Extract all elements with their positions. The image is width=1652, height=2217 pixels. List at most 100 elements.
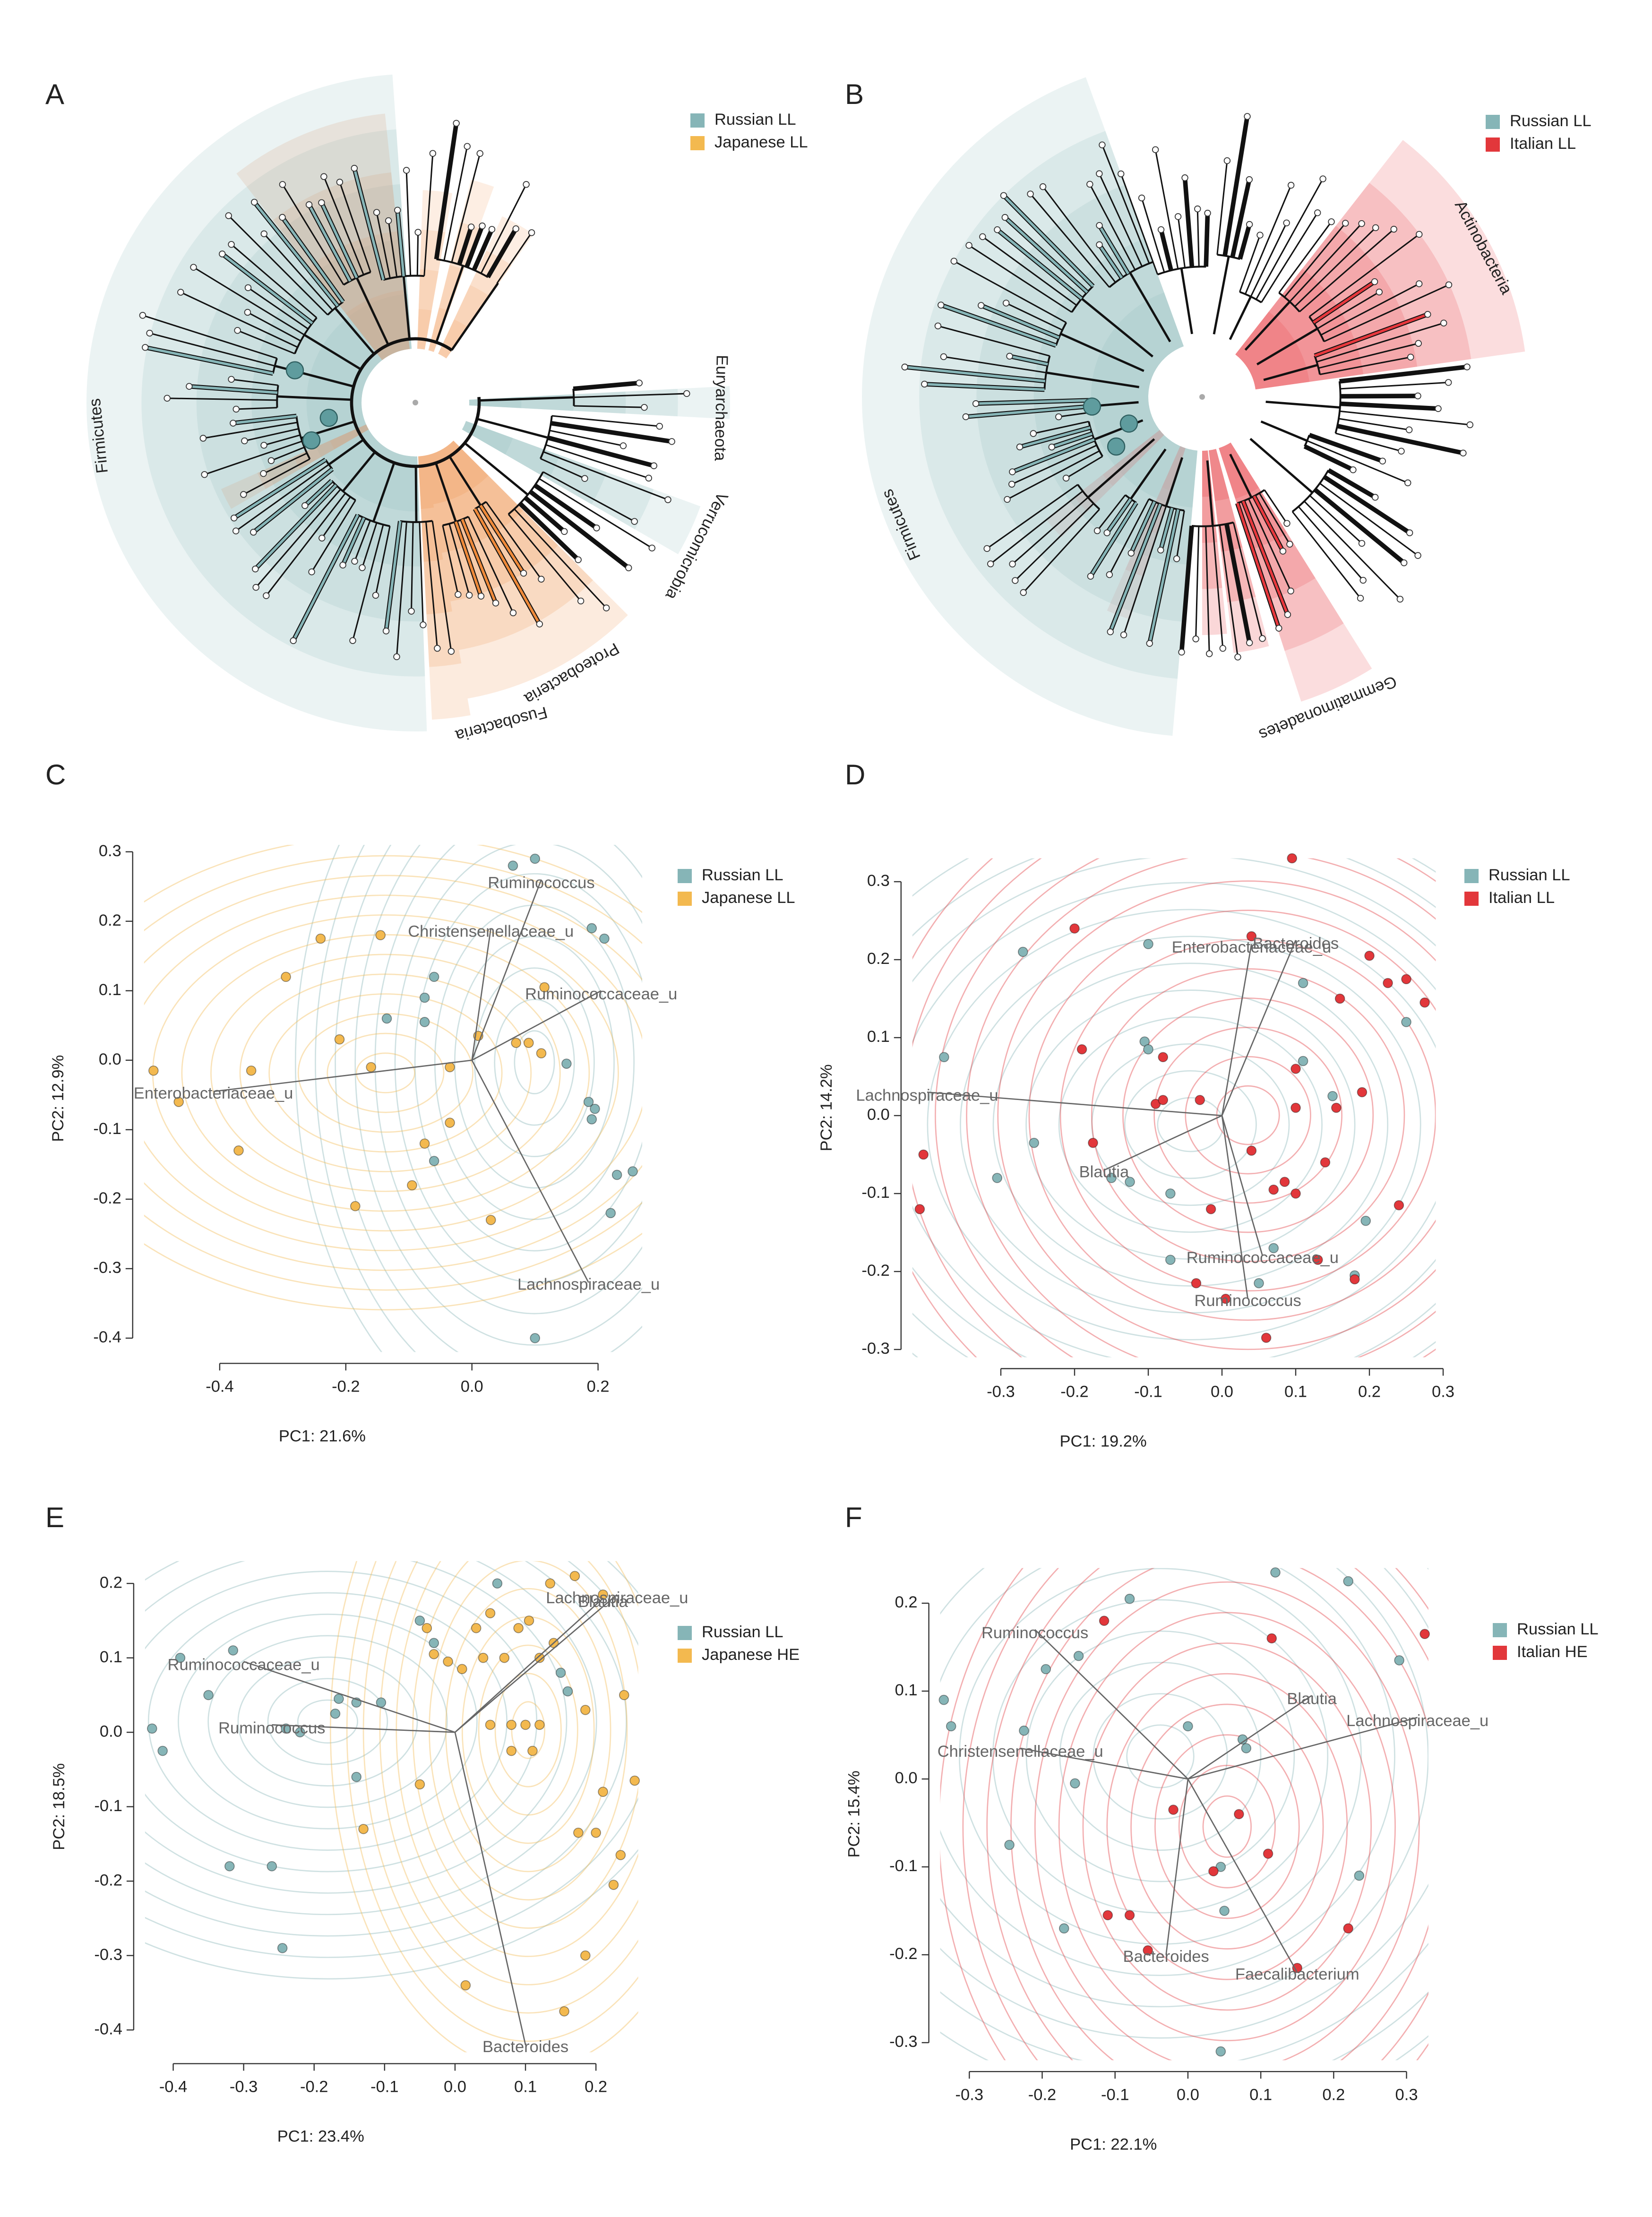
tree-branch bbox=[574, 393, 687, 398]
loading-arrow bbox=[471, 1060, 589, 1283]
tree-node bbox=[429, 150, 437, 157]
tree-node bbox=[940, 353, 947, 361]
point bbox=[1287, 853, 1298, 864]
tree-branch bbox=[1323, 475, 1411, 535]
tree-node bbox=[1284, 611, 1291, 618]
tree-node bbox=[1178, 648, 1185, 656]
point bbox=[457, 1664, 467, 1675]
point bbox=[1158, 1052, 1169, 1063]
tree-branch bbox=[339, 181, 371, 273]
tree-node bbox=[1093, 527, 1101, 534]
tree-node bbox=[477, 593, 485, 600]
legend-label: Russian LL bbox=[1517, 1620, 1599, 1638]
tree-branch bbox=[1237, 489, 1265, 504]
point bbox=[246, 1066, 257, 1076]
loading-label: Bacteroides bbox=[482, 2038, 568, 2056]
point bbox=[295, 1727, 305, 1737]
tree-branch bbox=[1154, 149, 1179, 269]
tree-node bbox=[319, 409, 338, 427]
tree-branch bbox=[1334, 381, 1342, 434]
tree-branch bbox=[1339, 364, 1468, 384]
y-tick-label: -0.1 bbox=[94, 1797, 122, 1815]
tree-node bbox=[656, 422, 663, 430]
tree-branch bbox=[1260, 420, 1308, 442]
x-tick-label: -0.2 bbox=[1028, 2086, 1056, 2104]
loading-arrow bbox=[471, 928, 492, 1061]
clade-wedge bbox=[462, 421, 607, 505]
x-tick-label: -0.2 bbox=[332, 1378, 360, 1396]
tree-branch bbox=[1003, 194, 1094, 287]
point bbox=[315, 933, 326, 944]
x-tick-label: -0.1 bbox=[1134, 1383, 1162, 1401]
clade-wedge bbox=[862, 77, 1198, 736]
point bbox=[562, 1686, 573, 1697]
point bbox=[499, 1652, 510, 1663]
tree-node bbox=[492, 600, 499, 607]
point bbox=[419, 992, 430, 1003]
tree-node bbox=[1006, 352, 1013, 360]
clade-wedge bbox=[418, 455, 452, 615]
tree-branch bbox=[473, 508, 541, 625]
point bbox=[591, 1827, 601, 1838]
tree-node bbox=[453, 120, 460, 127]
point bbox=[530, 853, 540, 864]
point bbox=[414, 1615, 425, 1626]
tree-node bbox=[279, 214, 286, 221]
tree-branch bbox=[1317, 291, 1380, 329]
tree-branch bbox=[529, 490, 630, 570]
panel-letter: E bbox=[45, 1502, 64, 1533]
tree-node bbox=[1107, 628, 1114, 636]
tree-branch bbox=[479, 396, 574, 402]
loading-label: Blautia bbox=[578, 1593, 628, 1611]
point bbox=[1070, 1778, 1080, 1789]
tree-branch bbox=[1340, 401, 1438, 411]
tree-branch bbox=[342, 451, 376, 492]
tree-branch bbox=[1308, 316, 1325, 342]
point bbox=[1139, 1036, 1150, 1047]
tree-branch bbox=[1089, 502, 1137, 577]
legend-swatch bbox=[1464, 892, 1479, 906]
y-tick-label: 0.1 bbox=[867, 1028, 890, 1046]
tree-node bbox=[1120, 631, 1127, 638]
point bbox=[1298, 1056, 1308, 1066]
tree-node bbox=[636, 379, 643, 387]
clade-wedge bbox=[418, 455, 434, 509]
tree-branch bbox=[149, 332, 275, 367]
tree-branch bbox=[354, 520, 371, 562]
point bbox=[561, 1058, 572, 1069]
point bbox=[1291, 1188, 1301, 1199]
tree-node bbox=[359, 564, 366, 571]
x-tick-label: -0.4 bbox=[206, 1378, 233, 1396]
y-axis-title: PC2: 14.2% bbox=[817, 1064, 835, 1151]
tree-branch bbox=[243, 458, 310, 495]
tree-branch bbox=[467, 516, 514, 613]
point bbox=[443, 1656, 453, 1667]
tree-branch bbox=[304, 480, 333, 507]
tree-branch bbox=[547, 435, 655, 468]
density-contour bbox=[986, 1568, 1428, 2061]
density-contour bbox=[354, 845, 643, 1346]
clade-wedge bbox=[438, 216, 533, 359]
tree-node bbox=[1048, 443, 1055, 451]
tree-node bbox=[260, 230, 267, 238]
density-contour bbox=[927, 909, 1436, 1341]
loading-label: Ruminococcus bbox=[218, 1719, 325, 1737]
tree-branch bbox=[1324, 284, 1449, 343]
density-contour bbox=[494, 1673, 562, 1787]
loading-arrow bbox=[1103, 1115, 1222, 1171]
tree-node bbox=[201, 471, 208, 478]
density-contour bbox=[962, 1568, 1428, 2061]
point bbox=[1073, 1650, 1084, 1661]
point bbox=[429, 1638, 439, 1648]
tree-node bbox=[1030, 430, 1037, 437]
point bbox=[1263, 1848, 1273, 1859]
tree-branch bbox=[549, 430, 624, 447]
tree-branch bbox=[486, 227, 518, 278]
tree-branch bbox=[1101, 145, 1150, 264]
point bbox=[1261, 1332, 1272, 1343]
loading-label: Enterobacteriaceae_u bbox=[1172, 938, 1332, 956]
tree-branch bbox=[1278, 292, 1300, 313]
loading-label: Lachnospiraceae_u bbox=[856, 1087, 998, 1105]
tree-node bbox=[228, 241, 235, 248]
